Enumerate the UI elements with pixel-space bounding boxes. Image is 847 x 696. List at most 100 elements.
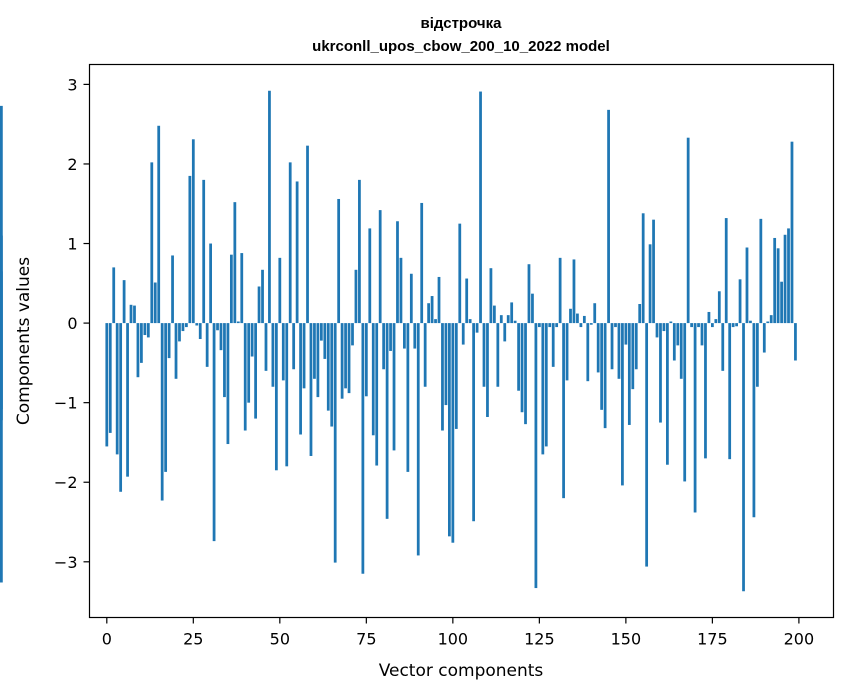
bar-24	[188, 175, 192, 324]
bar-191	[766, 321, 770, 324]
bar-198	[790, 141, 794, 324]
bar-170	[693, 323, 697, 513]
bar-161	[662, 323, 666, 332]
bar-94	[430, 296, 434, 324]
bar-50	[278, 257, 282, 324]
bar-53	[288, 162, 292, 324]
bar-116	[506, 315, 510, 324]
bar-144	[603, 323, 607, 429]
x-tick-label: 100	[438, 630, 469, 649]
bar-186	[749, 320, 752, 324]
bar-100	[451, 323, 455, 543]
y-tick-label: 0	[67, 314, 77, 333]
bar-70	[347, 323, 351, 394]
bar-180	[728, 323, 732, 460]
bar-106	[472, 323, 475, 522]
y-tick-label: −1	[54, 394, 78, 413]
bar-6	[126, 323, 129, 477]
bar-98	[444, 323, 448, 406]
bar-113	[496, 323, 500, 387]
bar-102	[458, 223, 462, 324]
bar-162	[666, 323, 669, 465]
bar-31	[212, 323, 216, 542]
bar-168	[686, 137, 690, 324]
bar-76	[368, 228, 372, 324]
bar-128	[548, 323, 552, 328]
bar-55	[295, 181, 299, 324]
bar-72	[354, 269, 358, 324]
bar-35	[226, 323, 230, 445]
bar-119	[517, 323, 520, 391]
bar-131	[558, 257, 562, 324]
bar-146	[610, 323, 614, 370]
bars-group	[0, 90, 797, 592]
bar-157	[648, 244, 652, 324]
bar-79	[378, 210, 382, 324]
bar-149	[621, 323, 624, 486]
bar-63	[323, 323, 327, 359]
bar-104	[465, 278, 469, 324]
bar-122	[527, 264, 531, 324]
bar-199	[794, 323, 797, 361]
bar-172	[700, 323, 704, 346]
bar-54	[292, 323, 296, 370]
chart-subtitle: ukrconll_upos_cbow_200_10_2022 model	[312, 38, 610, 55]
bar-187	[752, 323, 756, 518]
bar-91	[420, 202, 424, 324]
bar-105	[468, 319, 472, 324]
bar-140	[589, 323, 593, 325]
bar-85	[399, 257, 403, 324]
bar-117	[510, 302, 514, 324]
bar-181	[731, 323, 735, 328]
bar-118	[513, 320, 517, 324]
bar-127	[544, 323, 548, 447]
bar-undefined	[0, 105, 3, 324]
bar-0	[105, 323, 109, 447]
bar-16	[160, 323, 164, 501]
chart-title: відстрочка	[421, 15, 503, 32]
bar-12	[146, 323, 150, 338]
bar-169	[690, 323, 694, 328]
bar-126	[541, 323, 545, 455]
bar-26	[195, 323, 199, 326]
bar-103	[461, 323, 465, 345]
y-axis-label: Components values	[14, 257, 34, 425]
bar-171	[697, 323, 700, 328]
bar-67	[337, 198, 341, 324]
bar-86	[403, 323, 406, 349]
bar-30	[209, 243, 212, 324]
bar-36	[229, 254, 233, 324]
bar-197	[787, 228, 790, 324]
y-tick-label: 3	[67, 75, 77, 94]
bar-158	[652, 219, 655, 324]
bar-73	[358, 179, 361, 324]
bar-130	[555, 323, 559, 328]
bar-97	[441, 323, 444, 431]
bar-174	[707, 311, 711, 324]
bar-15	[157, 125, 161, 324]
bar-89	[413, 323, 417, 349]
bar-14	[153, 282, 157, 324]
bar-25	[191, 139, 195, 324]
bar-90	[416, 323, 420, 556]
bar-195	[780, 281, 783, 324]
bar-74	[361, 323, 365, 574]
bar-164	[672, 323, 676, 361]
bar-8	[133, 305, 136, 324]
bar-58	[306, 145, 309, 324]
bar-40	[243, 323, 247, 431]
bar-96	[437, 276, 441, 324]
bar-61	[316, 323, 320, 398]
x-tick-label: 175	[697, 630, 728, 649]
bar-52	[285, 323, 289, 467]
bar-69	[344, 323, 347, 389]
y-tick-label: −3	[54, 553, 78, 572]
bar-111	[489, 268, 493, 324]
bar-142	[596, 323, 600, 373]
bar-114	[499, 315, 503, 324]
bar-151	[627, 323, 631, 425]
bar-undefined	[0, 323, 3, 410]
bar-101	[454, 323, 458, 429]
bar-84	[396, 221, 399, 324]
bar-51	[281, 323, 285, 381]
